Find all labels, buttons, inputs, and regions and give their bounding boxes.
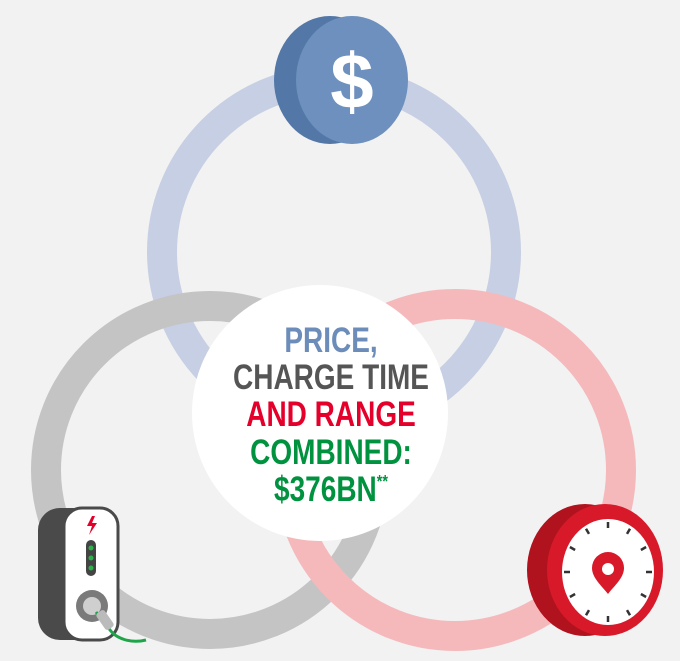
- coin-icon: $: [274, 16, 408, 144]
- dial-tick: [625, 528, 632, 535]
- dial-tick: [569, 545, 576, 552]
- headline-line: $376BN**: [274, 469, 388, 509]
- headline-line: PRICE,: [284, 320, 377, 360]
- center-circle: [192, 285, 448, 541]
- dial-tick: [625, 609, 632, 616]
- headline-line: AND RANGE: [246, 394, 416, 434]
- dial-tick: [640, 592, 647, 599]
- footnote-mark: **: [377, 472, 389, 492]
- headline-figure: $376BN: [274, 469, 377, 509]
- dial-tick: [569, 592, 576, 599]
- timer-icon: [527, 504, 663, 636]
- dial-tick: [584, 609, 591, 616]
- headline-line: COMBINED:: [250, 432, 412, 472]
- dial-tick: [640, 545, 647, 552]
- dial-tick: [584, 528, 591, 535]
- charger-icon: [38, 506, 147, 643]
- headline-line: CHARGE TIME: [233, 357, 429, 397]
- coin-symbol: $: [330, 37, 373, 125]
- center-text: PRICE, CHARGE TIME AND RANGE COMBINED: $…: [233, 320, 429, 509]
